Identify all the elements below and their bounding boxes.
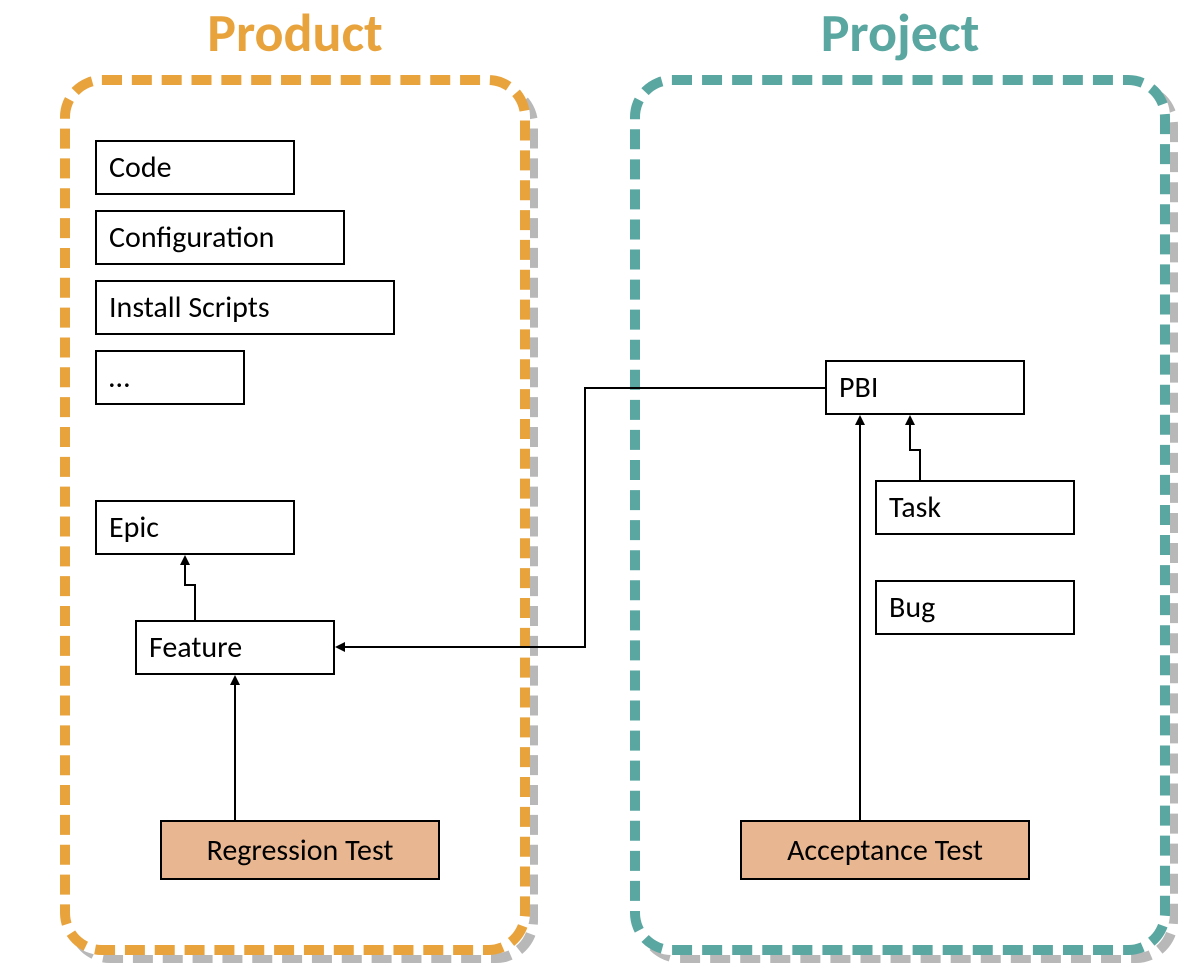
node-pbi: PBI [825,360,1025,415]
node-pbi-label: PBI [839,369,878,406]
node-install-scripts-label: Install Scripts [109,289,270,326]
node-regression-test-label: Regression Test [207,832,394,869]
node-epic: Epic [95,500,295,555]
node-feature-label: Feature [149,629,242,666]
node-epic-label: Epic [109,509,159,546]
node-code-label: Code [109,149,172,186]
node-ellipsis-label: … [109,359,130,396]
node-task-label: Task [889,489,941,526]
diagram-canvas: Product Project Code Configuration Insta… [0,0,1202,978]
product-title: Product [60,0,530,66]
node-configuration-label: Configuration [109,219,274,256]
node-install-scripts: Install Scripts [95,280,395,335]
node-regression-test: Regression Test [160,820,440,880]
node-configuration: Configuration [95,210,345,265]
node-bug-label: Bug [889,589,935,626]
node-code: Code [95,140,295,195]
node-feature: Feature [135,620,335,675]
node-bug: Bug [875,580,1075,635]
node-ellipsis: … [95,350,245,405]
project-title: Project [630,0,1170,66]
node-task: Task [875,480,1075,535]
node-acceptance-test: Acceptance Test [740,820,1030,880]
node-acceptance-test-label: Acceptance Test [787,832,983,869]
